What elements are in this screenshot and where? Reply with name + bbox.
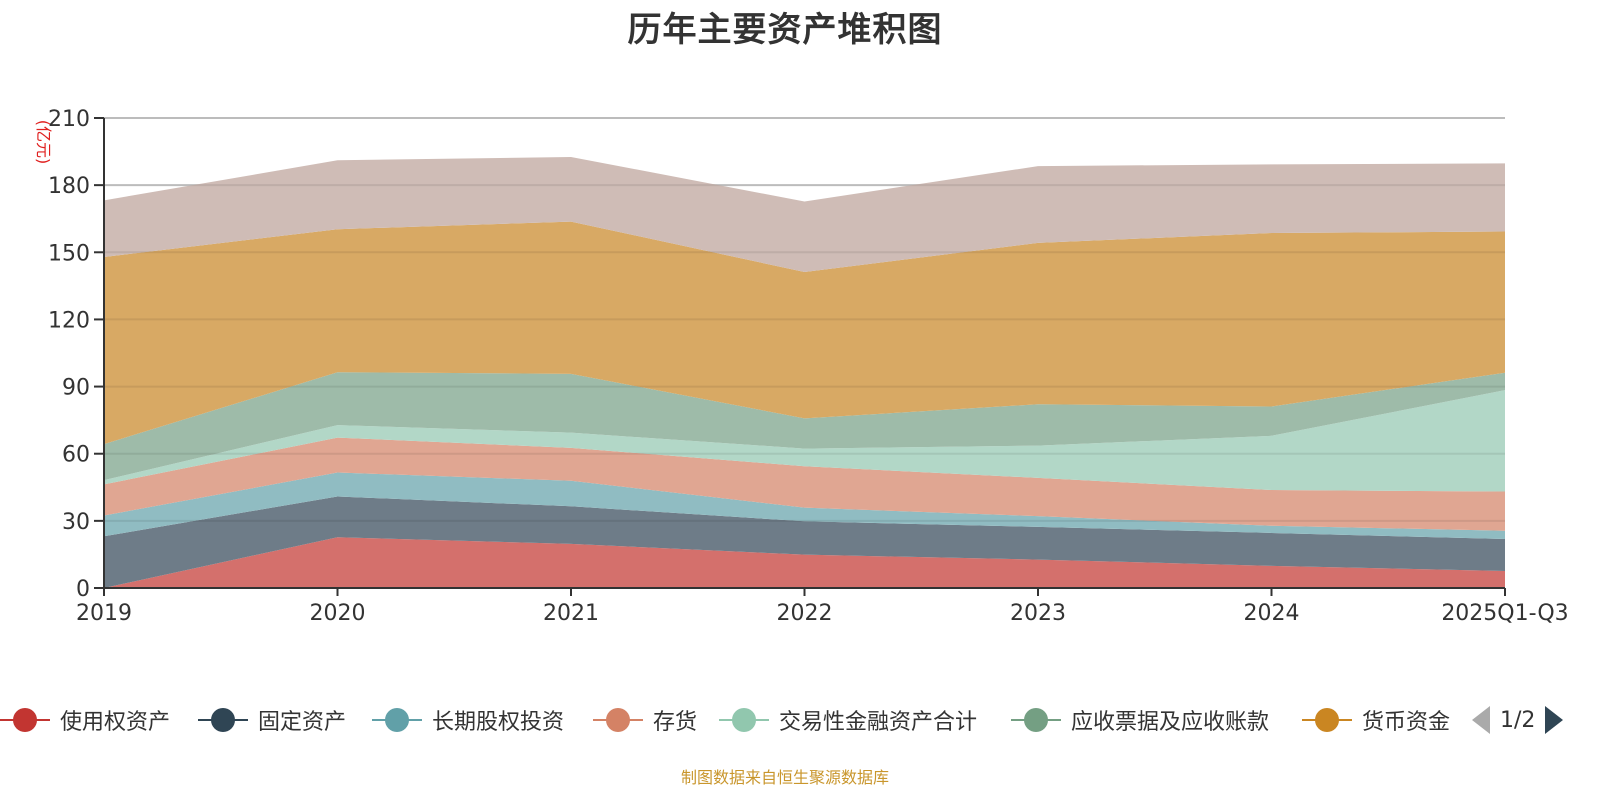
area-series-3[interactable] bbox=[104, 472, 1505, 539]
area-series-2[interactable] bbox=[104, 496, 1505, 588]
legend-item-3[interactable]: 长期股权投资 bbox=[372, 700, 564, 740]
legend-item-7[interactable]: 货币资金 bbox=[1302, 700, 1450, 740]
legend: 使用权资产 固定资产 长期股权投资 存货 交易性金融资产合计 应收票据及应收账款 货币资金 bbox=[0, 700, 1600, 740]
y-axis-unit-label: (亿元) bbox=[34, 120, 53, 165]
legend-marker-icon bbox=[719, 707, 769, 733]
legend-item-2[interactable]: 固定资产 bbox=[198, 700, 346, 740]
legend-label: 长期股权投资 bbox=[432, 710, 565, 735]
legend-next-page-icon[interactable] bbox=[1545, 706, 1564, 734]
area-series-5[interactable] bbox=[104, 390, 1505, 492]
x-tick-label: 2025Q1-Q3 bbox=[1441, 601, 1568, 626]
legend-marker-icon bbox=[372, 707, 422, 733]
x-tick-label: 2024 bbox=[1244, 601, 1300, 626]
y-tick-label: 210 bbox=[48, 107, 90, 132]
x-tick-label: 2023 bbox=[1010, 601, 1066, 626]
legend-label: 固定资产 bbox=[258, 710, 347, 735]
legend-label: 使用权资产 bbox=[60, 710, 171, 735]
legend-marker-icon bbox=[0, 707, 50, 733]
legend-label: 货币资金 bbox=[1362, 710, 1451, 735]
legend-item-4[interactable]: 存货 bbox=[593, 700, 697, 740]
chart-title: 历年主要资产堆积图 bbox=[627, 10, 943, 50]
y-tick-label: 180 bbox=[48, 174, 90, 199]
legend-page-indicator: 1/2 bbox=[1500, 707, 1536, 733]
x-tick-label: 2019 bbox=[76, 601, 132, 626]
area-series-8[interactable] bbox=[104, 156, 1505, 272]
legend-label: 交易性金融资产合计 bbox=[779, 710, 978, 735]
area-series bbox=[104, 117, 1505, 588]
area-series-4[interactable] bbox=[104, 437, 1505, 531]
legend-item-5[interactable]: 交易性金融资产合计 bbox=[719, 700, 977, 740]
stacked-area-chart: 0 30 60 90 120 150 180 210 2019 2020 2021 2022 2023 2… bbox=[34, 107, 1569, 626]
y-tick-label: 30 bbox=[62, 510, 90, 535]
legend-marker-icon bbox=[198, 707, 248, 733]
legend-label: 存货 bbox=[653, 710, 698, 735]
y-tick-label: 150 bbox=[48, 241, 90, 266]
legend-item-1[interactable]: 使用权资产 bbox=[0, 700, 170, 740]
legend-prev-page-icon[interactable] bbox=[1472, 706, 1490, 734]
legend-label: 应收票据及应收账款 bbox=[1071, 710, 1270, 735]
x-tick-label: 2020 bbox=[310, 601, 366, 626]
source-note: 制图数据来自恒生聚源数据库 bbox=[680, 768, 889, 787]
area-series-1[interactable] bbox=[104, 537, 1505, 588]
axes: 0 30 60 90 120 150 180 210 2019 2020 2021 2022 2023 2… bbox=[34, 107, 1569, 626]
area-series-7[interactable] bbox=[104, 221, 1505, 445]
legend-pager: 1/2 bbox=[1472, 700, 1564, 740]
legend-item-6[interactable]: 应收票据及应收账款 bbox=[1011, 700, 1269, 740]
y-tick-label: 120 bbox=[48, 308, 90, 333]
legend-marker-icon bbox=[1011, 707, 1061, 733]
x-tick-label: 2021 bbox=[543, 601, 599, 626]
x-tick-label: 2022 bbox=[777, 601, 833, 626]
y-tick-label: 90 bbox=[62, 376, 90, 401]
y-tick-label: 60 bbox=[62, 443, 90, 468]
y-tick-label: 0 bbox=[76, 577, 90, 602]
legend-marker-icon bbox=[1302, 707, 1352, 733]
legend-marker-icon bbox=[593, 707, 643, 733]
area-series-6[interactable] bbox=[104, 372, 1505, 481]
